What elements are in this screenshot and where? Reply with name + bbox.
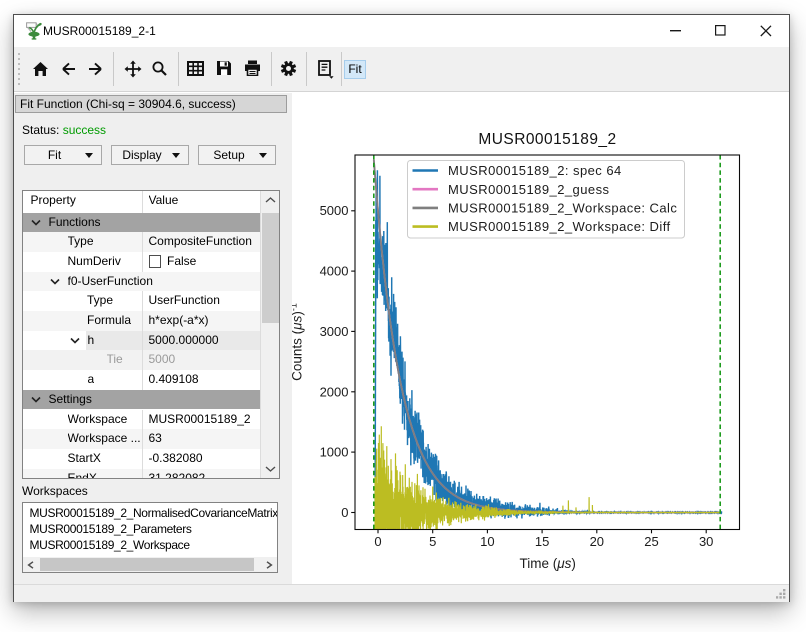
svg-text:MUSR00015189_2: MUSR00015189_2: [478, 131, 616, 148]
svg-text:MUSR00015189_2: spec 64: MUSR00015189_2: spec 64: [448, 163, 622, 178]
svg-text:1000: 1000: [320, 445, 349, 460]
svg-text:20: 20: [590, 534, 604, 549]
svg-text:Counts (μs)-1: Counts (μs)-1: [292, 303, 305, 381]
svg-text:25: 25: [644, 534, 658, 549]
svg-text:2000: 2000: [320, 384, 349, 399]
svg-text:MUSR00015189_2_Workspace: Calc: MUSR00015189_2_Workspace: Calc: [448, 201, 677, 216]
svg-text:3000: 3000: [320, 324, 349, 339]
svg-text:30: 30: [699, 534, 713, 549]
svg-text:MUSR00015189_2_Workspace: Diff: MUSR00015189_2_Workspace: Diff: [448, 219, 671, 234]
svg-text:4000: 4000: [320, 264, 349, 279]
svg-text:5000: 5000: [320, 203, 349, 218]
svg-text:Time (μs): Time (μs): [519, 556, 575, 571]
svg-text:0: 0: [374, 534, 381, 549]
svg-text:0: 0: [341, 505, 348, 520]
svg-text:15: 15: [535, 534, 549, 549]
svg-text:5: 5: [429, 534, 436, 549]
svg-text:MUSR00015189_2_guess: MUSR00015189_2_guess: [448, 182, 610, 197]
svg-text:10: 10: [480, 534, 494, 549]
